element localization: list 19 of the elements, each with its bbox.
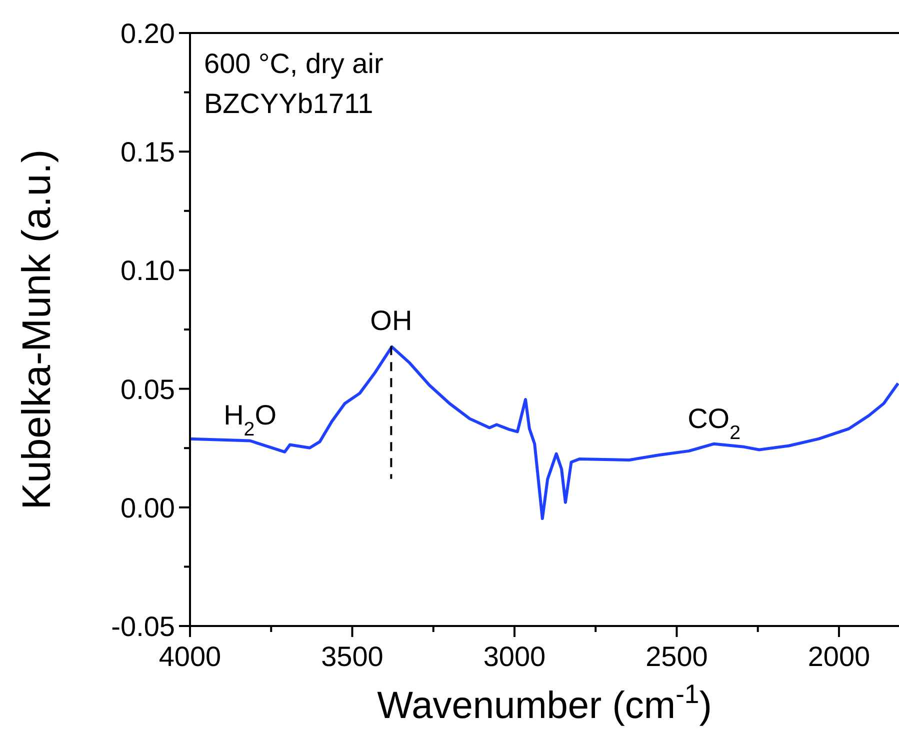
y-tick-label: 0.15 — [120, 136, 175, 168]
line-series — [190, 345, 899, 520]
x-axis-title: Wavenumber (cm$^{-1}$) — [377, 679, 712, 727]
x-tick-label: 2000 — [808, 641, 870, 672]
x-tick-label: 4000 — [158, 641, 222, 672]
y-tick-label: -0.05 — [111, 611, 175, 642]
x-tick-label: 2500 — [646, 641, 708, 672]
x-tick-label: 3500 — [321, 641, 384, 672]
text: 0.00 — [120, 492, 175, 524]
y-tick-label: 0.20 — [120, 18, 175, 49]
y-tick-label: 0.10 — [120, 255, 175, 286]
y-tick-label: 0.05 — [120, 374, 175, 405]
annotation: 600 °C, dry air — [204, 48, 384, 79]
y-axis-title: Kubelka-Munk (a.u.) — [15, 149, 59, 510]
annotation: H$_{2}$O — [224, 400, 276, 441]
annotation: BZCYYb1711 — [204, 88, 374, 119]
annotation: OH — [370, 305, 412, 336]
x-tick-label: 3000 — [483, 641, 546, 672]
annotation: CO$_{2}$ — [688, 402, 740, 444]
